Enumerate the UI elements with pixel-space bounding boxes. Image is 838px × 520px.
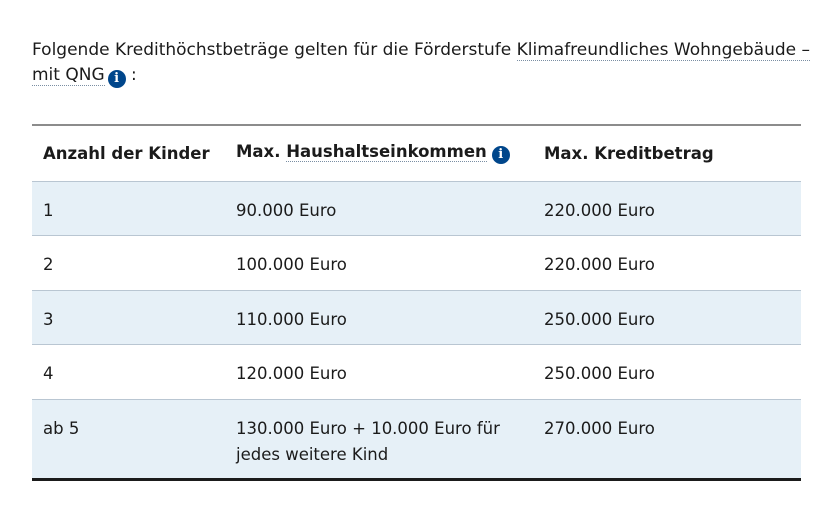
cell-children: 4 (32, 344, 225, 399)
cell-children: 1 (32, 180, 225, 236)
cell-children: 2 (32, 235, 225, 290)
cell-children: ab 5 (32, 398, 225, 478)
cell-income: 110.000 Euro (225, 289, 533, 345)
info-icon[interactable]: i (491, 146, 510, 165)
table-row: 2 100.000 Euro 220.000 Euro (32, 235, 801, 290)
cell-credit: 250.000 Euro (533, 289, 801, 345)
cell-credit: 270.000 Euro (533, 398, 801, 478)
cell-credit: 250.000 Euro (533, 344, 801, 399)
cell-children: 3 (32, 289, 225, 345)
header-credit: Max. Kreditbetrag (544, 143, 714, 163)
intro-text: Folgende Kredithöchstbeträge gelten für … (32, 40, 517, 60)
table-header-row: Anzahl der Kinder Max. Haushaltseinkomme… (32, 126, 801, 181)
table-row: 4 120.000 Euro 250.000 Euro (32, 344, 801, 399)
cell-income: 90.000 Euro (225, 180, 533, 236)
intro-colon: : (131, 65, 137, 85)
credit-limits-table: Anzahl der Kinder Max. Haushaltseinkomme… (32, 124, 801, 481)
glossary-link-qng[interactable]: Klimafreundliches Wohngebäude – mit QNG (32, 40, 811, 86)
cell-income: 100.000 Euro (225, 235, 533, 290)
cell-income: 120.000 Euro (225, 344, 533, 399)
cell-credit: 220.000 Euro (533, 180, 801, 236)
header-children: Anzahl der Kinder (43, 143, 210, 163)
cell-credit: 220.000 Euro (533, 235, 801, 290)
info-icon[interactable]: i (107, 70, 126, 88)
table-row: ab 5 130.000 Euro + 10.000 Euro für jede… (32, 398, 801, 478)
table-row: 1 90.000 Euro 220.000 Euro (32, 180, 801, 236)
table-row: 3 110.000 Euro 250.000 Euro (32, 289, 801, 345)
cell-income: 130.000 Euro + 10.000 Euro für jedes wei… (225, 398, 533, 478)
header-income-prefix: Max. (236, 142, 287, 162)
glossary-link-income[interactable]: Haushaltseinkommen (286, 142, 487, 163)
header-income: Max. Haushaltseinkommen i (225, 126, 533, 181)
intro-paragraph: Folgende Kredithöchstbeträge gelten für … (32, 38, 812, 88)
